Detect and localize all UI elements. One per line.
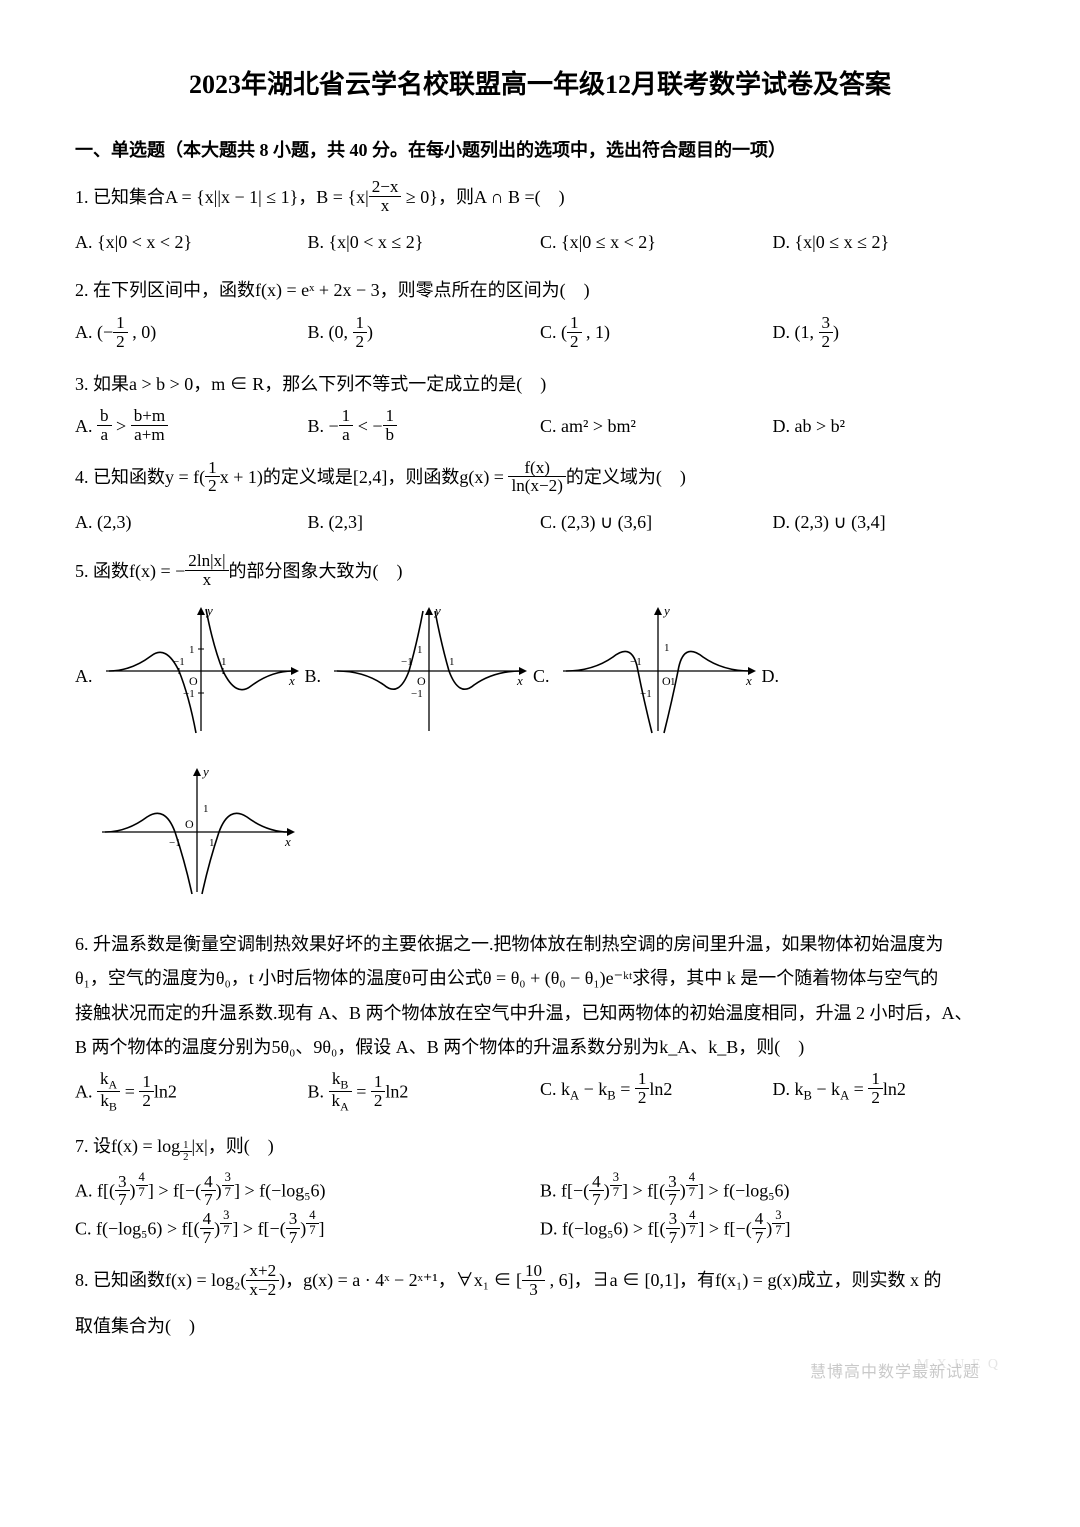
question-8: 8. 已知函数f(x) = log₂(x+2x−2)，g(x) = a · 4ˣ… xyxy=(75,1263,1005,1343)
q5-graphs-row1: A. y x O −1 1 1 −1 B. xyxy=(75,601,1005,752)
svg-text:1: 1 xyxy=(203,803,209,815)
q6-opt-d: D. kB − kA = 12ln2 xyxy=(773,1072,1006,1115)
q2-opt-d: D. (1, 32) xyxy=(773,315,1006,352)
q3-opt-b: B. −1a < −1b xyxy=(308,409,541,446)
q3-opt-c: C. am² > bm² xyxy=(540,409,773,446)
q1-opt-c: C. {x|0 ≤ x < 2} xyxy=(540,225,773,259)
q5-label-d: D. xyxy=(762,659,780,693)
page-title: 2023年湖北省云学名校联盟高一年级12月联考数学试卷及答案 xyxy=(75,60,1005,109)
q5-text: 5. 函数f(x) = −2ln|x|x的部分图象大致为( ) xyxy=(75,554,1005,591)
q7-opt-b: B. f[−(47)37] > f[(37)47] > f(−log₅6) xyxy=(540,1173,1005,1211)
q1-set-b-prefix: B = {x| xyxy=(316,187,368,207)
svg-text:1: 1 xyxy=(189,644,195,656)
q6-opt-a: A. kAkB = 12ln2 xyxy=(75,1072,308,1115)
q1-set-a: A = {x||x − 1| ≤ 1}， xyxy=(165,187,316,207)
q4-opt-d: D. (2,3) ∪ (3,4] xyxy=(773,505,1006,539)
q5-label-b: B. xyxy=(305,659,322,693)
q2-opt-c: C. (12 , 1) xyxy=(540,315,773,352)
svg-text:1: 1 xyxy=(417,644,423,656)
q7-opt-c: C. f(−log₅6) > f[(47)37] > f[−(37)47] xyxy=(75,1211,540,1249)
q5-graphs-row2: y x O −1 1 1 xyxy=(75,762,1005,913)
svg-text:y: y xyxy=(201,764,209,779)
q1-frac-num: 2−x xyxy=(369,178,402,197)
q3-opt-a: A. ba > b+ma+m xyxy=(75,409,308,446)
q5-graph-a: y x O −1 1 1 −1 xyxy=(101,601,301,752)
svg-text:y: y xyxy=(662,603,670,618)
q6-text: 6. 升温系数是衡量空调制热效果好坏的主要依据之一.把物体放在制热空调的房间里升… xyxy=(75,927,1005,1064)
q5-graph-d: y x O −1 1 1 xyxy=(97,762,297,913)
question-3: 3. 如果a > b > 0，m ∈ R，那么下列不等式一定成立的是( ) A.… xyxy=(75,367,1005,447)
q8-text: 8. 已知函数f(x) = log₂(x+2x−2)，g(x) = a · 4ˣ… xyxy=(75,1263,1005,1300)
q8-text-line2: 取值集合为( ) xyxy=(75,1309,1005,1343)
svg-text:x: x xyxy=(288,673,295,688)
svg-text:x: x xyxy=(516,673,523,688)
question-4: 4. 已知函数y = f(12x + 1)的定义域是[2,4]，则函数g(x) … xyxy=(75,460,1005,540)
q1-text: 1. 已知集合A = {x||x − 1| ≤ 1}，B = {x|2−xx ≥… xyxy=(75,180,1005,217)
q4-opt-c: C. (2,3) ∪ (3,6] xyxy=(540,505,773,539)
svg-text:y: y xyxy=(433,603,441,618)
svg-text:−1: −1 xyxy=(411,688,423,700)
svg-text:1: 1 xyxy=(449,656,455,668)
q3-opt-d: D. ab > b² xyxy=(773,409,1006,446)
question-5: 5. 函数f(x) = −2ln|x|x的部分图象大致为( ) A. y x O… xyxy=(75,554,1005,914)
q1-opt-d: D. {x|0 ≤ x ≤ 2} xyxy=(773,225,1006,259)
q7-text: 7. 设f(x) = log12|x|，则( ) xyxy=(75,1129,1005,1166)
q4-text: 4. 已知函数y = f(12x + 1)的定义域是[2,4]，则函数g(x) … xyxy=(75,460,1005,497)
svg-text:1: 1 xyxy=(664,642,670,654)
q3-text: 3. 如果a > b > 0，m ∈ R，那么下列不等式一定成立的是( ) xyxy=(75,367,1005,401)
question-1: 1. 已知集合A = {x||x − 1| ≤ 1}，B = {x|2−xx ≥… xyxy=(75,180,1005,260)
q5-label-a: A. xyxy=(75,659,93,693)
q1-set-b-suffix: ≥ 0}，则A ∩ B =( ) xyxy=(401,187,564,207)
q5-graph-c: y x O −1 1 1 −1 xyxy=(558,601,758,752)
svg-text:O: O xyxy=(185,817,194,831)
q6-opt-c: C. kA − kB = 12ln2 xyxy=(540,1072,773,1115)
q5-graph-b: y x O −1 1 1 −1 xyxy=(329,601,529,752)
q2-opt-a: A. (−12 , 0) xyxy=(75,315,308,352)
q7-opt-a: A. f[(37)47] > f[−(47)37] > f(−log₅6) xyxy=(75,1173,540,1211)
q1-opt-a: A. {x|0 < x < 2} xyxy=(75,225,308,259)
svg-text:O: O xyxy=(189,674,198,688)
q6-opt-b: B. kBkA = 12ln2 xyxy=(308,1072,541,1115)
q7-opt-d: D. f(−log₅6) > f[(37)47] > f[−(47)37] xyxy=(540,1211,1005,1249)
q1-prefix: 1. 已知集合 xyxy=(75,187,165,207)
q5-label-c: C. xyxy=(533,659,550,693)
q2-opt-b: B. (0, 12) xyxy=(308,315,541,352)
section-header: 一、单选题（本大题共 8 小题，共 40 分。在每小题列出的选项中，选出符合题目… xyxy=(75,133,1005,167)
svg-text:x: x xyxy=(284,834,291,849)
svg-text:x: x xyxy=(745,673,752,688)
question-7: 7. 设f(x) = log12|x|，则( ) A. f[(37)47] > … xyxy=(75,1129,1005,1249)
q1-frac-den: x xyxy=(369,197,402,215)
watermark: 慧博高中数学最新试题 xyxy=(810,1358,980,1388)
q4-opt-b: B. (2,3] xyxy=(308,505,541,539)
q1-opt-b: B. {x|0 < x ≤ 2} xyxy=(308,225,541,259)
question-2: 2. 在下列区间中，函数f(x) = eˣ + 2x − 3，则零点所在的区间为… xyxy=(75,273,1005,353)
q2-text: 2. 在下列区间中，函数f(x) = eˣ + 2x − 3，则零点所在的区间为… xyxy=(75,273,1005,307)
svg-text:O: O xyxy=(417,674,426,688)
question-6: 6. 升温系数是衡量空调制热效果好坏的主要依据之一.把物体放在制热空调的房间里升… xyxy=(75,927,1005,1115)
q4-opt-a: A. (2,3) xyxy=(75,505,308,539)
